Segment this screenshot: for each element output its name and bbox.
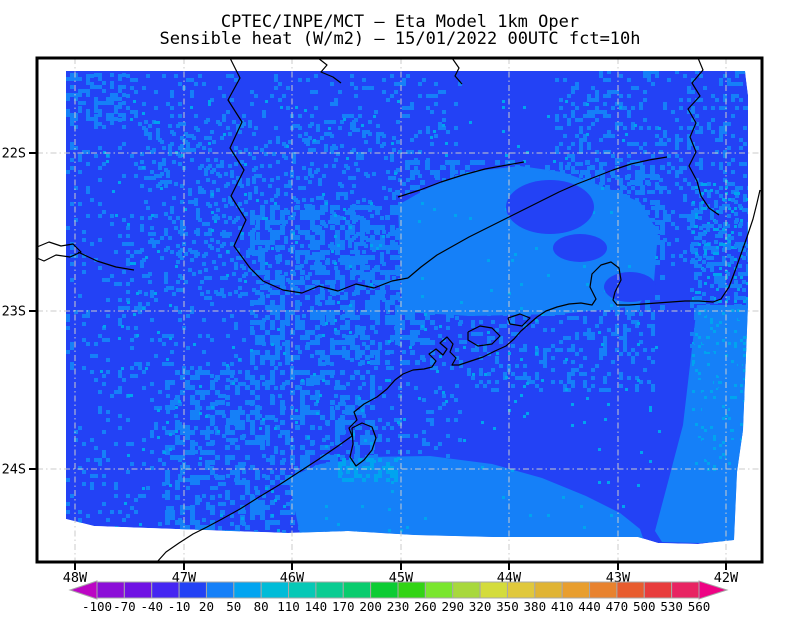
colorbar-tick-label: 440 bbox=[578, 599, 601, 614]
state-border-west bbox=[227, 57, 409, 294]
colorbar-tick-label: 470 bbox=[606, 599, 629, 614]
colorbar-segment bbox=[616, 581, 645, 599]
lat-axis-label: 24S bbox=[2, 462, 26, 478]
colorbar-segment bbox=[424, 581, 454, 599]
state-border-diagonal bbox=[397, 161, 525, 198]
field-speckle bbox=[66, 74, 462, 534]
colorbar-tick-label: 260 bbox=[414, 599, 437, 614]
colorbar-segment bbox=[397, 581, 426, 599]
colorbar-segment bbox=[589, 581, 618, 599]
river-west-tail bbox=[77, 251, 135, 271]
colorbar-tick-label: 380 bbox=[524, 599, 547, 614]
lon-axis-label: 42W bbox=[714, 570, 739, 586]
colorbar-segment bbox=[151, 581, 180, 599]
colorbar-segment bbox=[506, 581, 536, 599]
colorbar: -100 -70 -40 -10 20 50 80 110 140 170 200 230 260 290… bbox=[68, 580, 729, 614]
colorbar-segment bbox=[288, 581, 317, 599]
gridlines bbox=[37, 58, 762, 562]
lat-axis-label: 23S bbox=[2, 304, 26, 320]
colorbar-segment bbox=[561, 581, 591, 599]
colorbar-segment bbox=[643, 581, 673, 599]
colorbar-segment bbox=[260, 581, 290, 599]
colorbar-segment bbox=[96, 581, 125, 599]
colorbar-segment bbox=[315, 581, 344, 599]
plot-title-line-1: CPTEC/INPE/MCT — Eta Model 1km Oper bbox=[221, 12, 579, 32]
map-contours bbox=[36, 57, 761, 563]
colorbar-segment bbox=[370, 581, 399, 599]
colorbar-segment bbox=[452, 581, 481, 599]
colorbar-tick-label: 170 bbox=[332, 599, 355, 614]
field-base-patch bbox=[553, 234, 607, 262]
colorbar-tick-label: 530 bbox=[660, 599, 683, 614]
iguape-lagoon bbox=[349, 422, 377, 467]
field-speckle bbox=[692, 180, 748, 471]
coastline bbox=[156, 189, 761, 563]
colorbar-segment bbox=[534, 581, 563, 599]
heat-field bbox=[66, 71, 748, 544]
colorbar-tick-label: -10 bbox=[168, 599, 191, 614]
river-north-1 bbox=[317, 57, 342, 84]
colorbar-tick-label: 20 bbox=[199, 599, 214, 614]
field-base-patch bbox=[604, 272, 656, 302]
colorbar-segment bbox=[178, 581, 207, 599]
colorbar-segment bbox=[671, 581, 700, 599]
field-speckle bbox=[165, 370, 375, 535]
colorbar-tick-label: 110 bbox=[277, 599, 300, 614]
colorbar-tick-label: 560 bbox=[688, 599, 711, 614]
colorbar-segment bbox=[123, 581, 153, 599]
lat-axis-label: 22S bbox=[2, 146, 26, 162]
colorbar-segment bbox=[342, 581, 372, 599]
colorbar-tick-label: -70 bbox=[113, 599, 136, 614]
lon-axis-label: 48W bbox=[63, 570, 88, 586]
colorbar-tick-label: -40 bbox=[140, 599, 163, 614]
colorbar-tick-label: 290 bbox=[441, 599, 464, 614]
colorbar-tick-label: 410 bbox=[551, 599, 574, 614]
field-base-patch bbox=[506, 180, 594, 234]
field-speckle bbox=[338, 458, 398, 482]
island-sao-sebastiao bbox=[467, 325, 501, 347]
island-east bbox=[507, 313, 531, 327]
river-west-loop bbox=[36, 241, 82, 262]
colorbar-tick-label: 500 bbox=[633, 599, 656, 614]
field-speckle bbox=[690, 200, 748, 460]
colorbar-segment bbox=[205, 581, 235, 599]
ocean-light-east bbox=[655, 305, 748, 543]
state-border-northeast bbox=[407, 156, 668, 279]
colorbar-tick-label: 80 bbox=[254, 599, 269, 614]
colorbar-tick-label: 140 bbox=[305, 599, 328, 614]
colorbar-segment bbox=[233, 581, 262, 599]
colorbar-tick-label: 230 bbox=[387, 599, 410, 614]
colorbar-segment bbox=[479, 581, 508, 599]
field-speckle bbox=[140, 120, 400, 300]
plot-title-line-2: Sensible heat (W/m2) — 15/01/2022 00UTC … bbox=[159, 29, 640, 49]
colorbar-tick-label: 320 bbox=[469, 599, 492, 614]
field-speckle bbox=[66, 73, 126, 129]
colorbar-tick-label: 350 bbox=[496, 599, 519, 614]
field-speckle bbox=[250, 205, 435, 365]
field-speckle bbox=[555, 71, 748, 266]
field-speckle bbox=[455, 300, 655, 392]
river-north-2 bbox=[451, 57, 463, 85]
colorbar-tick-label: -100 bbox=[82, 599, 112, 614]
state-border-east bbox=[687, 57, 720, 216]
colorbar-tick-label: 200 bbox=[359, 599, 382, 614]
colorbar-tick-label: 50 bbox=[226, 599, 241, 614]
